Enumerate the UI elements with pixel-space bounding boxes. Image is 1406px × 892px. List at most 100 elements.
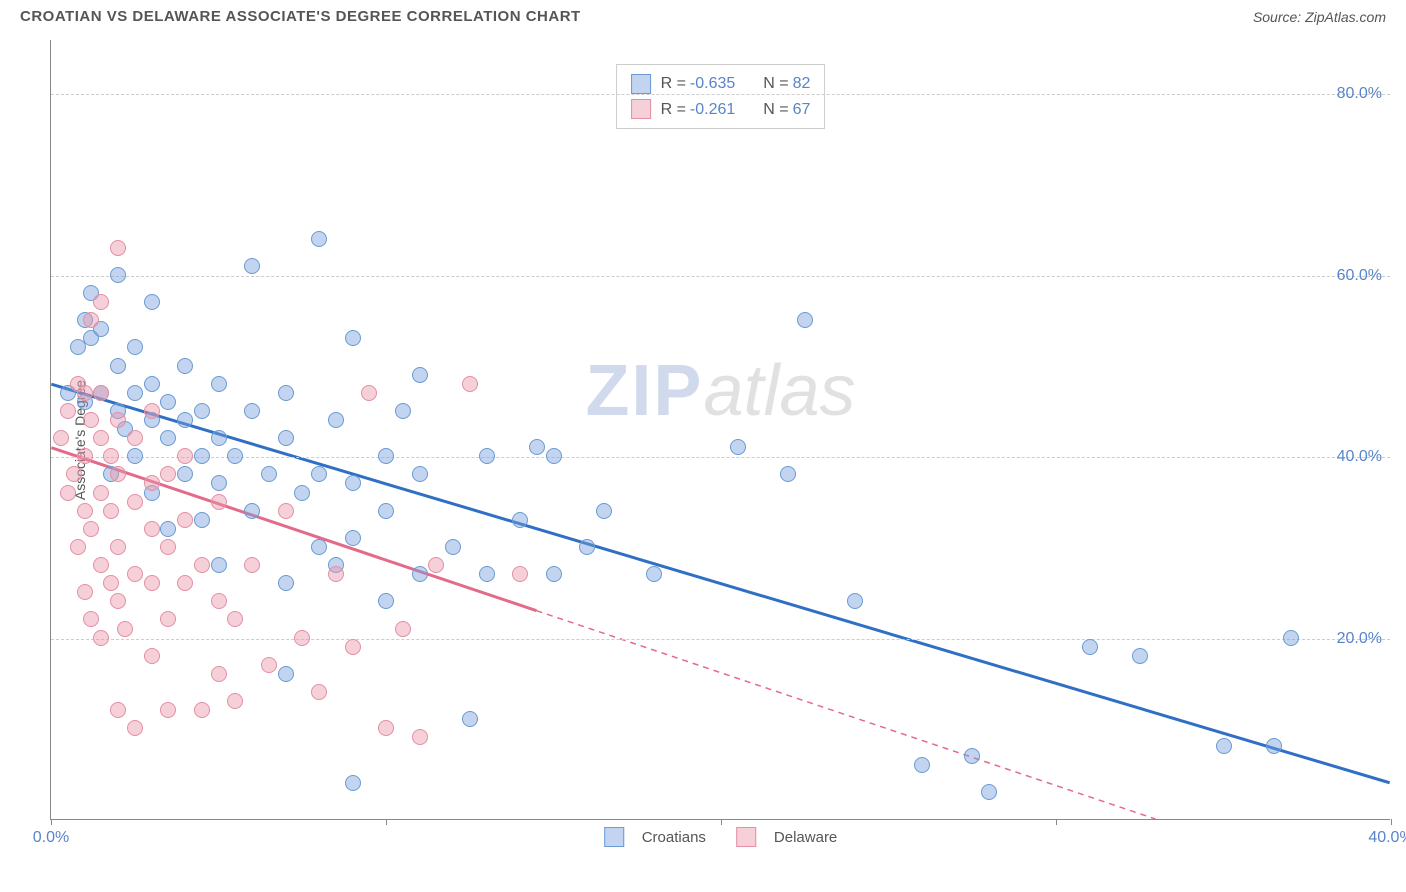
scatter-point	[244, 403, 260, 419]
scatter-point	[110, 539, 126, 555]
scatter-point	[194, 448, 210, 464]
scatter-point	[77, 503, 93, 519]
plot-area: ZIPatlas R = -0.635N = 82R = -0.261N = 6…	[50, 40, 1390, 820]
scatter-point	[110, 702, 126, 718]
y-tick-label: 80.0%	[1337, 85, 1382, 103]
scatter-point	[127, 385, 143, 401]
scatter-point	[93, 485, 109, 501]
legend-n-value: 67	[793, 97, 811, 123]
legend-series: Croatians Delaware	[604, 827, 838, 847]
scatter-point	[177, 466, 193, 482]
legend-swatch	[631, 99, 651, 119]
scatter-point	[194, 557, 210, 573]
scatter-point	[227, 448, 243, 464]
scatter-point	[194, 702, 210, 718]
scatter-point	[83, 521, 99, 537]
gridline	[51, 639, 1390, 640]
scatter-point	[345, 330, 361, 346]
scatter-point	[160, 521, 176, 537]
scatter-point	[110, 466, 126, 482]
scatter-point	[294, 485, 310, 501]
legend-item: Croatians	[604, 827, 706, 847]
scatter-point	[311, 684, 327, 700]
legend-label: Delaware	[774, 829, 837, 846]
watermark: ZIPatlas	[585, 350, 855, 432]
chart-title: CROATIAN VS DELAWARE ASSOCIATE'S DEGREE …	[20, 8, 581, 25]
scatter-point	[244, 258, 260, 274]
legend-swatch	[736, 827, 756, 847]
gridline	[51, 457, 1390, 458]
scatter-point	[144, 648, 160, 664]
scatter-point	[227, 611, 243, 627]
scatter-point	[278, 666, 294, 682]
scatter-point	[780, 466, 796, 482]
x-tick	[721, 819, 722, 825]
legend-swatch	[604, 827, 624, 847]
scatter-point	[261, 657, 277, 673]
legend-stats: R = -0.635N = 82R = -0.261N = 67	[616, 64, 826, 129]
scatter-point	[93, 430, 109, 446]
scatter-point	[83, 412, 99, 428]
scatter-point	[211, 557, 227, 573]
scatter-point	[93, 630, 109, 646]
scatter-point	[378, 593, 394, 609]
scatter-point	[730, 439, 746, 455]
scatter-point	[646, 566, 662, 582]
scatter-point	[964, 748, 980, 764]
scatter-point	[177, 412, 193, 428]
scatter-point	[579, 539, 595, 555]
scatter-point	[160, 394, 176, 410]
scatter-point	[177, 512, 193, 528]
scatter-point	[847, 593, 863, 609]
legend-n-label: N =	[763, 71, 788, 97]
scatter-point	[412, 566, 428, 582]
gridline	[51, 276, 1390, 277]
scatter-point	[378, 720, 394, 736]
scatter-point	[110, 267, 126, 283]
scatter-point	[93, 385, 109, 401]
scatter-point	[328, 412, 344, 428]
scatter-point	[60, 403, 76, 419]
scatter-point	[211, 376, 227, 392]
scatter-point	[412, 466, 428, 482]
scatter-point	[278, 430, 294, 446]
scatter-point	[77, 448, 93, 464]
scatter-point	[227, 693, 243, 709]
scatter-point	[110, 240, 126, 256]
scatter-point	[160, 611, 176, 627]
scatter-point	[77, 584, 93, 600]
scatter-point	[103, 503, 119, 519]
scatter-point	[378, 503, 394, 519]
scatter-point	[127, 339, 143, 355]
legend-r-label: R =	[661, 97, 686, 123]
chart-source: Source: ZipAtlas.com	[1253, 9, 1386, 25]
scatter-point	[261, 466, 277, 482]
scatter-point	[412, 729, 428, 745]
scatter-point	[93, 294, 109, 310]
scatter-point	[144, 521, 160, 537]
x-tick	[1391, 819, 1392, 825]
legend-r-value: -0.635	[690, 71, 735, 97]
x-tick	[386, 819, 387, 825]
y-tick-label: 40.0%	[1337, 448, 1382, 466]
scatter-point	[278, 385, 294, 401]
scatter-point	[70, 539, 86, 555]
scatter-point	[177, 575, 193, 591]
scatter-point	[462, 711, 478, 727]
scatter-point	[445, 539, 461, 555]
scatter-point	[412, 367, 428, 383]
scatter-point	[244, 503, 260, 519]
scatter-point	[110, 358, 126, 374]
scatter-point	[546, 448, 562, 464]
scatter-point	[378, 448, 394, 464]
scatter-point	[117, 621, 133, 637]
legend-label: Croatians	[642, 829, 706, 846]
scatter-point	[981, 784, 997, 800]
scatter-point	[1082, 639, 1098, 655]
scatter-point	[345, 475, 361, 491]
scatter-point	[546, 566, 562, 582]
scatter-point	[66, 466, 82, 482]
x-tick	[51, 819, 52, 825]
legend-item: Delaware	[736, 827, 837, 847]
gridline	[51, 94, 1390, 95]
